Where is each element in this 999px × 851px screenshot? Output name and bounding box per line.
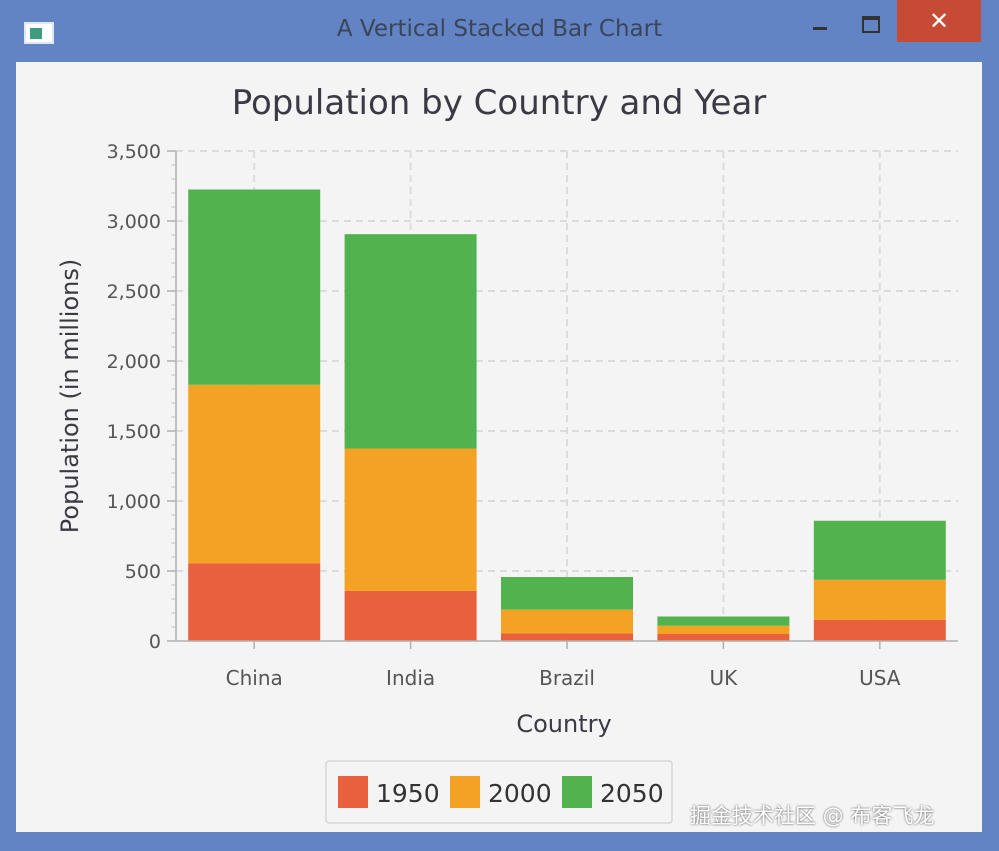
legend-label-2050: 2050 [600,779,664,808]
y-tick-label: 0 [149,631,161,653]
app-icon[interactable] [24,22,54,44]
watermark-text: 掘金技术社区 @ 布客飞龙 [690,804,935,828]
bar-usa-2050 [813,520,946,580]
legend: 1950 2000 2050 [325,760,673,824]
bar-brazil-1950 [501,633,633,641]
y-tick-label: 3,000 [107,211,161,233]
y-axis: 0 500 1,000 1,500 2,000 2,500 3,000 3,500 [107,141,177,653]
y-tick-label: 1,500 [107,421,161,443]
bar-usa-2000 [813,579,946,620]
bars [188,189,946,641]
bar-usa-1950 [813,619,946,641]
minimize-button[interactable] [808,12,836,40]
bar-india-2000 [344,448,477,591]
chart-panel: Population by Country and Year 0 500 1,000… [16,62,982,832]
bar-brazil-2000 [501,609,633,634]
x-tick-label: UK [710,666,739,690]
title-bar[interactable]: A Vertical Stacked Bar Chart ✕ [0,0,999,62]
x-axis: China India Brazil UK USA [176,640,958,690]
x-tick-label: USA [859,666,901,690]
bar-china-1950 [188,563,321,641]
y-tick-label: 2,500 [107,281,161,303]
bar-brazil-2050 [501,577,633,610]
bar-china-2000 [188,384,321,564]
bar-india-1950 [344,590,477,641]
stacked-bar-chart: Population by Country and Year 0 500 1,000… [56,83,958,824]
maximize-button[interactable] [857,12,885,40]
chart-title: Population by Country and Year [232,83,767,123]
y-axis-label: Population (in millions) [56,259,84,533]
y-tick-label: 500 [125,561,161,583]
y-tick-label: 1,000 [107,491,161,513]
bar-china-2050 [188,189,321,385]
window-title: A Vertical Stacked Bar Chart [336,16,663,42]
bar-uk-2000 [657,625,790,634]
legend-swatch-2050 [562,776,592,808]
x-tick-label: Brazil [539,666,595,690]
x-tick-label: India [386,666,435,690]
bar-india-2050 [344,234,477,449]
legend-swatch-1950 [338,776,368,808]
legend-label-1950: 1950 [376,779,440,808]
legend-swatch-2000 [450,776,480,808]
close-button[interactable]: ✕ [897,0,981,42]
bar-uk-1950 [657,634,790,641]
bar-uk-2050 [657,616,790,626]
x-axis-label: Country [516,710,611,738]
x-tick-label: China [226,666,283,690]
y-tick-label: 3,500 [107,141,161,163]
legend-label-2000: 2000 [488,779,552,808]
y-tick-label: 2,000 [107,351,161,373]
